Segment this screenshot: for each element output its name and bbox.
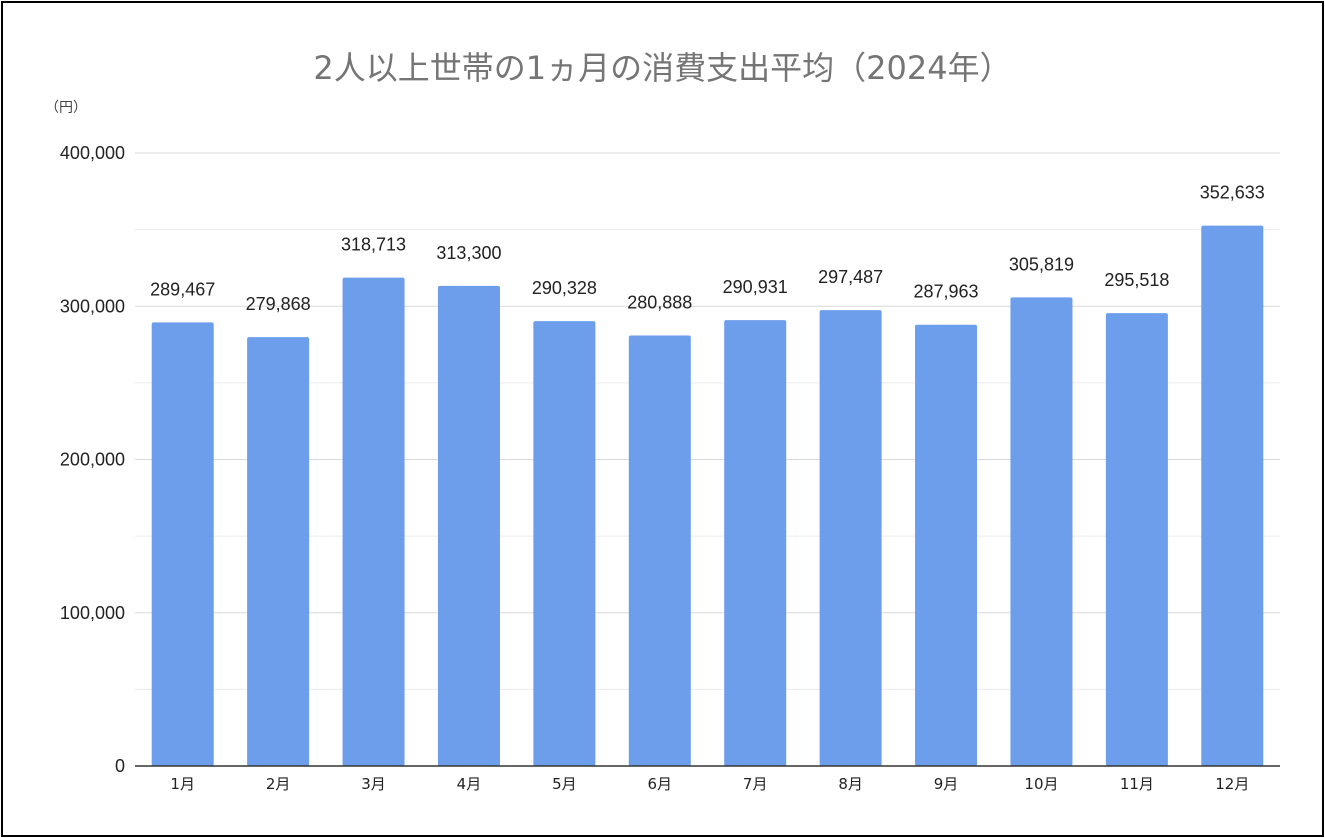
data-label: 305,819: [1009, 254, 1074, 274]
x-tick-label: 10月: [1024, 775, 1058, 793]
y-tick-label: 200,000: [60, 450, 125, 470]
bar[interactable]: [819, 310, 882, 766]
bar[interactable]: [1105, 313, 1168, 766]
bar[interactable]: [1201, 225, 1264, 767]
bar[interactable]: [915, 324, 978, 766]
x-tick-label: 7月: [743, 775, 768, 793]
y-tick-label: 0: [115, 756, 125, 776]
bar[interactable]: [628, 335, 691, 766]
x-tick-label: 11月: [1120, 775, 1154, 793]
bar[interactable]: [1010, 297, 1073, 766]
x-tick-label: 12月: [1215, 775, 1249, 793]
bar[interactable]: [342, 277, 405, 766]
bar[interactable]: [533, 321, 596, 766]
bar[interactable]: [247, 337, 310, 766]
data-label: 279,868: [246, 294, 311, 314]
x-tick-label: 5月: [552, 775, 577, 793]
bar[interactable]: [724, 320, 787, 766]
y-tick-label: 400,000: [60, 143, 125, 163]
data-label: 290,328: [532, 278, 597, 298]
bar[interactable]: [437, 285, 500, 766]
x-tick-label: 8月: [838, 775, 863, 793]
data-label: 295,518: [1104, 270, 1169, 290]
data-label: 289,467: [150, 279, 215, 299]
data-label: 280,888: [627, 293, 692, 313]
y-axis-unit-label: （円）: [45, 100, 87, 116]
data-label: 297,487: [818, 267, 883, 287]
x-tick-label: 3月: [361, 775, 386, 793]
bar[interactable]: [151, 322, 214, 766]
x-tick-label: 1月: [170, 775, 195, 793]
y-tick-label: 300,000: [60, 296, 125, 316]
data-label: 352,633: [1200, 183, 1265, 203]
data-label: 318,713: [341, 235, 406, 255]
x-tick-label: 6月: [648, 775, 673, 793]
chart-title: 2人以上世帯の1ヵ月の消費支出平均（2024年）: [313, 49, 1012, 87]
y-tick-label: 100,000: [60, 603, 125, 623]
data-label: 290,931: [723, 277, 788, 297]
x-tick-label: 2月: [266, 775, 291, 793]
data-label: 313,300: [436, 243, 501, 263]
data-label: 287,963: [914, 282, 979, 302]
x-tick-label: 4月: [457, 775, 482, 793]
x-tick-label: 9月: [934, 775, 959, 793]
